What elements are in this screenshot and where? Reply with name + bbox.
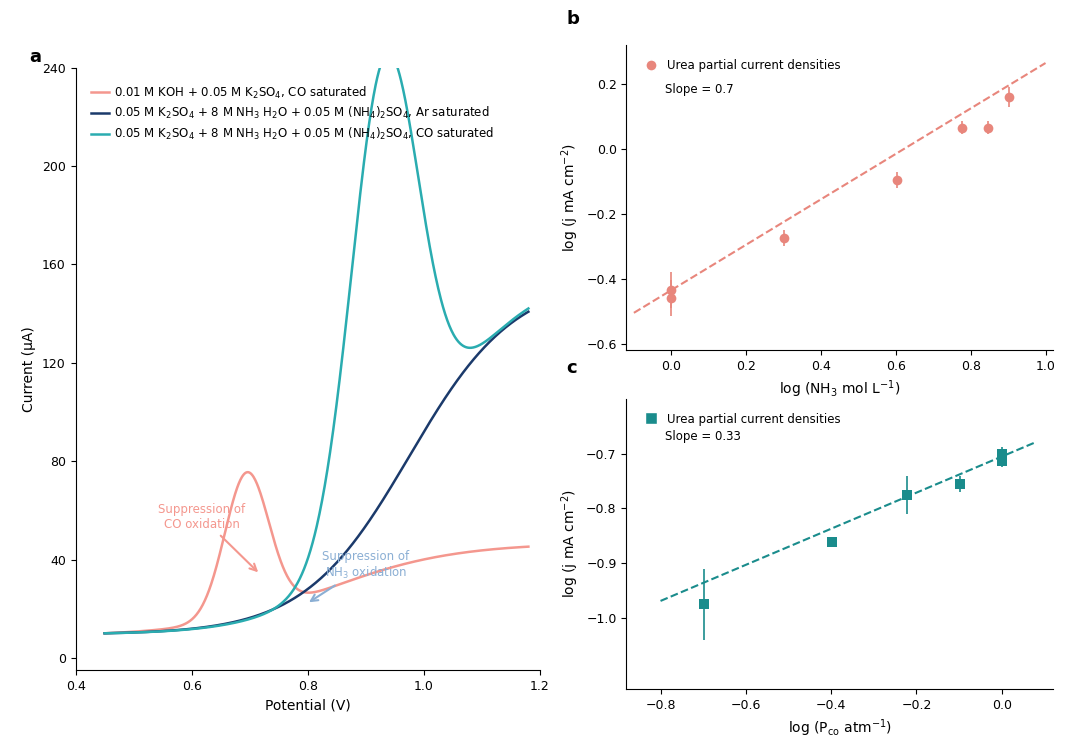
Text: Slope = 0.33: Slope = 0.33 bbox=[665, 429, 741, 443]
Legend: 0.01 M KOH + 0.05 M K$_2$SO$_4$, CO saturated, 0.05 M K$_2$SO$_4$ + 8 M NH$_3$ H: 0.01 M KOH + 0.05 M K$_2$SO$_4$, CO satu… bbox=[86, 80, 499, 147]
Text: a: a bbox=[29, 47, 41, 66]
Legend: Urea partial current densities: Urea partial current densities bbox=[640, 54, 846, 77]
X-axis label: log (P$_{\rm co}$ atm$^{-1}$): log (P$_{\rm co}$ atm$^{-1}$) bbox=[787, 718, 892, 739]
X-axis label: log (NH$_3$ mol L$^{-1}$): log (NH$_3$ mol L$^{-1}$) bbox=[779, 379, 901, 400]
Y-axis label: Current (μA): Current (μA) bbox=[23, 326, 37, 412]
Text: Suppression of
CO oxidation: Suppression of CO oxidation bbox=[158, 503, 257, 571]
Text: c: c bbox=[567, 359, 578, 377]
Legend: Urea partial current densities: Urea partial current densities bbox=[640, 408, 846, 430]
Y-axis label: log (j mA cm$^{-2}$): log (j mA cm$^{-2}$) bbox=[559, 489, 581, 599]
Text: b: b bbox=[567, 10, 580, 28]
Text: Slope = 0.7: Slope = 0.7 bbox=[665, 84, 733, 96]
Y-axis label: log (j mA cm$^{-2}$): log (j mA cm$^{-2}$) bbox=[559, 143, 581, 252]
X-axis label: Potential (V): Potential (V) bbox=[265, 699, 351, 712]
Text: Suppression of
NH$_3$ oxidation: Suppression of NH$_3$ oxidation bbox=[311, 550, 409, 601]
